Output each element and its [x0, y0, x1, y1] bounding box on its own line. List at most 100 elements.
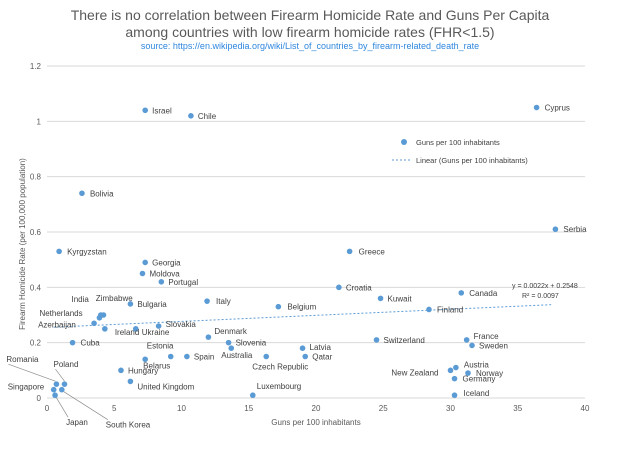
- data-label: Belarus: [143, 361, 170, 370]
- data-point: [275, 303, 282, 310]
- data-label: Bolivia: [90, 189, 114, 198]
- data-points: [50, 104, 559, 399]
- data-point: [91, 320, 97, 327]
- data-point: [69, 339, 76, 346]
- trendline-r-squared: R² = 0.0097: [522, 293, 559, 300]
- label-leader-lines: [8, 363, 108, 420]
- data-point: [377, 295, 384, 302]
- data-point: [225, 339, 232, 346]
- x-tick-label: 10: [177, 404, 186, 413]
- data-point: [533, 104, 540, 111]
- data-label: Greece: [359, 247, 386, 256]
- data-label: Romania: [6, 355, 39, 364]
- data-label: Hungary: [128, 366, 158, 375]
- data-label: Czech Republic: [252, 363, 308, 372]
- leader-line: [55, 397, 69, 418]
- axis-ticks: 0 0.2 0.4 0.6 0.8 1 1.2 0 5 10 15 20 25 30 35 40: [30, 62, 590, 413]
- data-point: [463, 337, 470, 343]
- data-point: [426, 306, 432, 313]
- data-label: Kuwait: [388, 294, 413, 303]
- chart-title-line1: There is no correlation between Firearm …: [71, 7, 550, 23]
- data-label: France: [474, 332, 499, 341]
- data-label: Georgia: [152, 258, 181, 267]
- data-point: [127, 378, 134, 385]
- x-tick-label: 5: [112, 404, 117, 413]
- data-point: [188, 113, 194, 119]
- data-point: [96, 314, 103, 321]
- data-label: Switzerland: [384, 336, 425, 345]
- data-label: Germany: [463, 375, 496, 384]
- data-point: [118, 367, 124, 374]
- data-label: Chile: [198, 112, 217, 121]
- data-point: [453, 364, 459, 371]
- y-tick-label: 1.2: [30, 62, 42, 71]
- trendline-equation: y = 0.0022x + 0.2548: [512, 283, 578, 290]
- data-labels: Israel Chile Cyprus Bolivia Kyrgyzstan Greece…: [6, 104, 587, 430]
- data-label: Moldova: [149, 270, 180, 279]
- data-label: Azerbaijan: [38, 320, 76, 329]
- leader-line: [8, 363, 56, 382]
- data-point: [142, 259, 148, 266]
- data-label: Luxembourg: [257, 382, 301, 391]
- x-tick-label: 20: [312, 404, 321, 413]
- data-point: [132, 326, 139, 332]
- data-label: Poland: [53, 360, 78, 369]
- data-point: [302, 353, 309, 360]
- data-point: [205, 334, 212, 340]
- data-point: [204, 298, 210, 304]
- data-point: [50, 386, 57, 393]
- data-label: Austria: [464, 361, 489, 370]
- data-label: Latvia: [310, 343, 332, 352]
- y-tick-label: 0.2: [30, 339, 42, 348]
- data-label: Japan: [66, 418, 88, 427]
- data-label: Slovenia: [236, 339, 267, 348]
- data-point: [469, 342, 475, 349]
- data-point: [184, 353, 190, 360]
- data-label: Portugal: [168, 278, 198, 287]
- data-point: [228, 345, 235, 352]
- x-tick-label: 25: [379, 404, 388, 413]
- x-tick-label: 35: [513, 404, 522, 413]
- data-point: [458, 290, 465, 296]
- data-label: New Zealand: [391, 368, 438, 377]
- data-point: [53, 381, 60, 387]
- legend-marker: [401, 139, 407, 145]
- data-label: Singapore: [8, 383, 45, 392]
- data-label: Kyrgyzstan: [67, 247, 107, 256]
- data-label: Zimbabwe: [96, 294, 133, 303]
- data-label: India: [71, 295, 89, 304]
- data-label: Estonia: [147, 342, 174, 351]
- data-point: [451, 392, 458, 399]
- data-point: [336, 284, 342, 291]
- x-tick-label: 0: [45, 404, 50, 413]
- data-point: [79, 190, 85, 197]
- data-label: Iceland: [464, 389, 490, 398]
- data-point: [451, 375, 458, 382]
- chart-title-line2: among countries with low firearm homicid…: [125, 24, 494, 40]
- y-tick-label: 0.4: [30, 283, 42, 292]
- data-point: [102, 326, 108, 332]
- data-point: [100, 312, 107, 318]
- legend-trend-label: Linear (Guns per 100 inhabitants): [416, 156, 528, 165]
- data-point: [552, 226, 559, 233]
- data-point: [346, 248, 353, 255]
- y-tick-label: 0: [37, 394, 42, 403]
- legend: Guns per 100 inhabitants Linear (Guns pe…: [392, 138, 528, 165]
- data-point: [58, 386, 65, 393]
- data-point: [263, 353, 270, 360]
- y-axis-title: Firearm Homicide Rate (per 100,000 popul…: [18, 158, 27, 330]
- x-tick-label: 15: [244, 404, 253, 413]
- data-label: Sweden: [479, 341, 508, 350]
- data-label: Australia: [221, 351, 253, 360]
- data-label: Italy: [216, 297, 231, 306]
- leader-line: [55, 368, 65, 382]
- data-point: [447, 367, 454, 374]
- data-label: Ukraine: [142, 328, 170, 337]
- data-label: Israel: [152, 106, 172, 115]
- trendline: [53, 304, 552, 328]
- data-label: Ireland: [115, 328, 139, 337]
- chart-subtitle: source: https://en.wikipedia.org/wiki/Li…: [141, 41, 479, 51]
- data-label: Denmark: [214, 327, 247, 336]
- x-axis-title: Guns per 100 inhabitants: [271, 418, 360, 427]
